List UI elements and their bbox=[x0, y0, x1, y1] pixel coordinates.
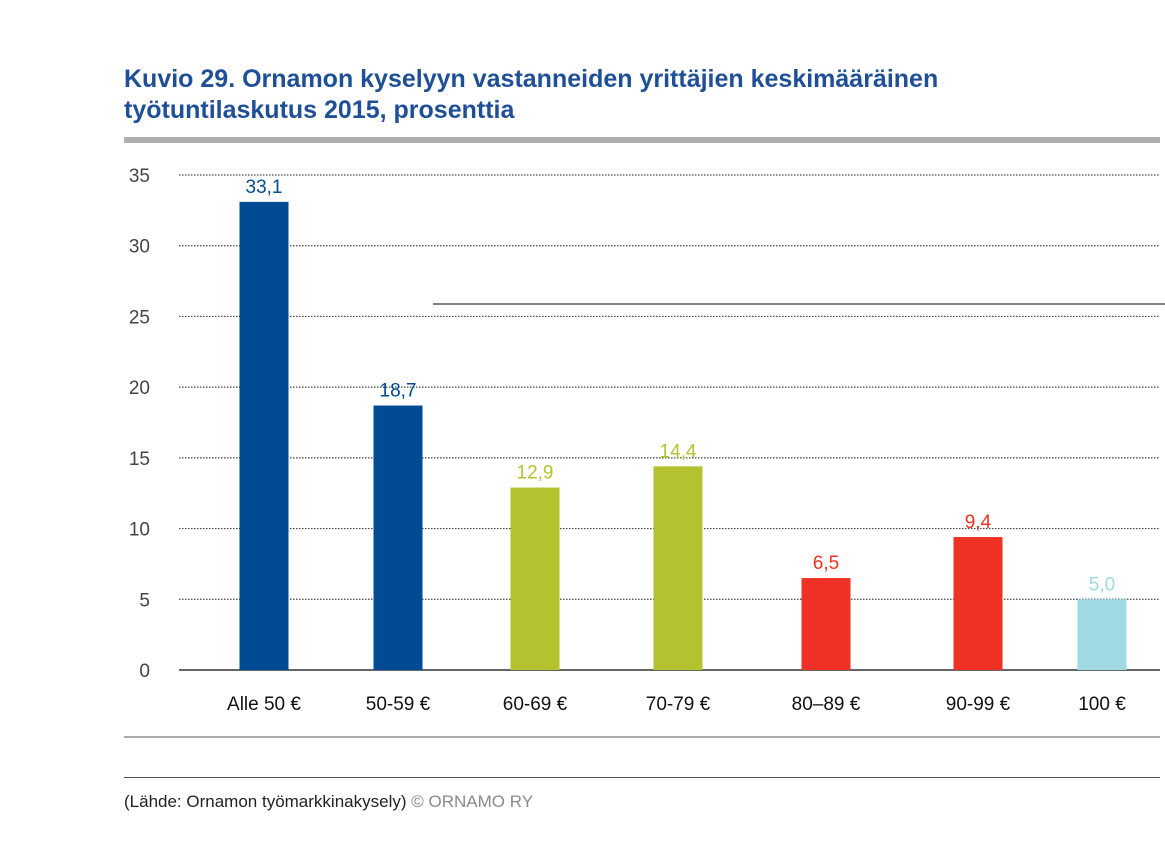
data-label: 14,4 bbox=[660, 441, 697, 462]
y-tick-label: 20 bbox=[129, 378, 150, 399]
bar bbox=[373, 405, 423, 670]
category-label: Alle 50 € bbox=[227, 694, 301, 715]
bar bbox=[653, 466, 703, 670]
data-label: 33,1 bbox=[246, 177, 283, 198]
bars bbox=[239, 201, 1127, 670]
y-tick-label: 15 bbox=[129, 449, 150, 470]
bar bbox=[239, 201, 289, 670]
chart-title-line-2: työtuntilaskutus 2015, prosenttia bbox=[124, 96, 515, 124]
category-label: 80–89 € bbox=[792, 694, 861, 715]
data-label: 18,7 bbox=[380, 381, 417, 402]
y-tick-label: 5 bbox=[139, 590, 150, 611]
bar bbox=[1077, 599, 1127, 670]
y-axis-ticks: 0 5 10 15 20 25 30 35 bbox=[129, 166, 150, 682]
bar bbox=[953, 537, 1003, 670]
source-note: (Lähde: Ornamon työmarkkinakysely) © ORN… bbox=[124, 792, 533, 812]
data-label: 5,0 bbox=[1089, 574, 1115, 595]
y-tick-label: 30 bbox=[129, 237, 150, 258]
x-axis-categories: Alle 50 € 50-59 € 60-69 € 70-79 € 80–89 € 90-… bbox=[227, 694, 1126, 715]
y-tick-label: 10 bbox=[129, 520, 150, 541]
data-label: 9,4 bbox=[965, 512, 992, 533]
source-divider bbox=[124, 777, 1160, 778]
category-label: 90-99 € bbox=[946, 694, 1011, 715]
chart-title: Kuvio 29. Ornamon kyselyyn vastanneiden … bbox=[124, 64, 1124, 126]
category-label: 60-69 € bbox=[503, 694, 568, 715]
data-label: 6,5 bbox=[813, 553, 839, 574]
category-label: 50-59 € bbox=[366, 694, 431, 715]
y-tick-label: 0 bbox=[139, 661, 150, 682]
chart-title-line-1: Kuvio 29. Ornamon kyselyyn vastanneiden … bbox=[124, 65, 939, 93]
bar bbox=[801, 578, 851, 670]
title-divider bbox=[124, 137, 1160, 143]
category-label: 100 € bbox=[1078, 694, 1126, 715]
y-tick-label: 35 bbox=[129, 166, 150, 187]
y-tick-label: 25 bbox=[129, 307, 150, 328]
data-label: 12,9 bbox=[517, 463, 554, 484]
bar bbox=[510, 487, 560, 670]
copyright-text: © ORNAMO RY bbox=[411, 792, 534, 811]
data-labels: 33,1 18,7 12,9 14,4 6,5 9,4 5,0 bbox=[246, 177, 1116, 595]
gridlines bbox=[179, 174, 1160, 600]
source-text: (Lähde: Ornamon työmarkkinakysely) bbox=[124, 792, 407, 811]
category-label: 70-79 € bbox=[646, 694, 711, 715]
bar-chart: 0 5 10 15 20 25 30 35 33,1 18,7 12,9 14,4 6,5 9,4 5,0… bbox=[124, 166, 1165, 738]
